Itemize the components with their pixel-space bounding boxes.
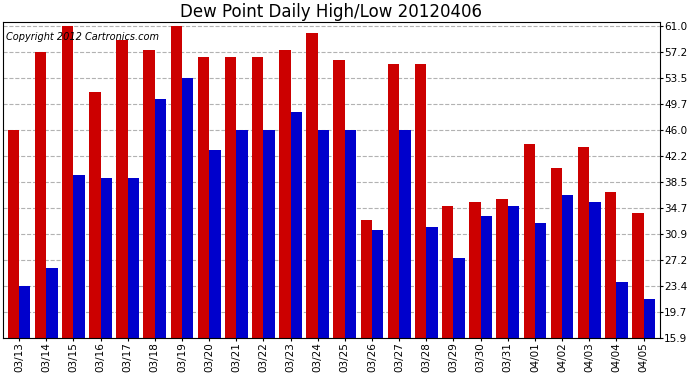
Bar — [155, 99, 166, 338]
Bar — [236, 130, 248, 338]
Bar — [182, 78, 193, 338]
Bar — [62, 26, 73, 338]
Bar — [333, 60, 345, 338]
Bar — [632, 213, 644, 338]
Bar — [562, 195, 573, 338]
Bar — [101, 178, 112, 338]
Bar — [616, 282, 628, 338]
Bar — [73, 175, 85, 338]
Bar — [89, 92, 101, 338]
Bar — [46, 268, 58, 338]
Bar — [481, 216, 492, 338]
Bar — [644, 299, 655, 338]
Title: Dew Point Daily High/Low 20120406: Dew Point Daily High/Low 20120406 — [180, 3, 482, 21]
Bar — [306, 33, 317, 338]
Bar — [252, 57, 264, 338]
Bar — [8, 130, 19, 338]
Bar — [116, 40, 128, 338]
Bar — [144, 50, 155, 338]
Bar — [551, 168, 562, 338]
Bar — [361, 220, 372, 338]
Bar — [578, 147, 589, 338]
Text: Copyright 2012 Cartronics.com: Copyright 2012 Cartronics.com — [6, 32, 159, 42]
Bar — [345, 130, 356, 338]
Bar — [128, 178, 139, 338]
Bar — [415, 64, 426, 338]
Bar — [589, 202, 600, 338]
Bar — [469, 202, 481, 338]
Bar — [388, 64, 400, 338]
Bar — [496, 199, 508, 338]
Bar — [442, 206, 453, 338]
Bar — [400, 130, 411, 338]
Bar — [508, 206, 519, 338]
Bar — [19, 286, 30, 338]
Bar — [279, 50, 290, 338]
Bar — [524, 144, 535, 338]
Bar — [372, 230, 384, 338]
Bar — [209, 150, 221, 338]
Bar — [34, 52, 46, 338]
Bar — [198, 57, 209, 338]
Bar — [605, 192, 616, 338]
Bar — [317, 130, 329, 338]
Bar — [426, 226, 437, 338]
Bar — [170, 26, 182, 338]
Bar — [264, 130, 275, 338]
Bar — [290, 112, 302, 338]
Bar — [225, 57, 236, 338]
Bar — [453, 258, 465, 338]
Bar — [535, 223, 546, 338]
